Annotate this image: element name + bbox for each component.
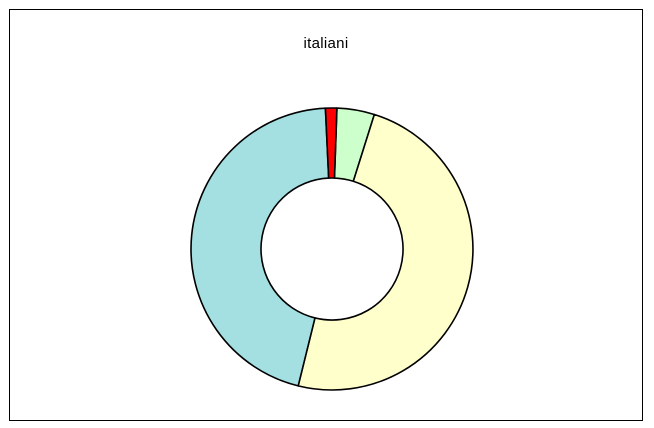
chart-title: italiani (303, 35, 349, 52)
donut-slice-3 (190, 107, 330, 387)
chart-frame: italiani (9, 9, 643, 421)
donut-chart (190, 107, 474, 391)
donut-slice-2 (297, 113, 474, 391)
donut-slice-4 (324, 107, 338, 179)
